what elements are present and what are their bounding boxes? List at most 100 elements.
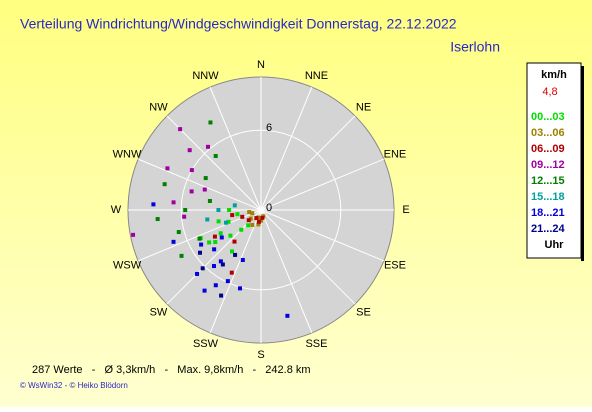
wind-point — [246, 223, 251, 228]
wind-point — [226, 219, 231, 224]
wind-point — [207, 240, 212, 245]
spoke — [260, 158, 385, 211]
direction-label: WNW — [113, 148, 142, 160]
spoke — [166, 115, 262, 211]
chart-title: Verteilung Windrichtung/Windgeschwindigk… — [20, 16, 457, 32]
wind-point — [205, 144, 210, 149]
legend-box — [526, 62, 582, 259]
wind-point — [189, 168, 194, 173]
wind-point — [219, 235, 224, 240]
direction-label: SE — [356, 306, 371, 318]
wind-point — [246, 218, 251, 223]
wind-point — [233, 252, 238, 257]
wind-point — [176, 230, 181, 235]
wind-point — [256, 222, 261, 227]
wind-point — [225, 279, 230, 284]
legend-title: km/h — [541, 69, 567, 81]
wind-point — [187, 148, 192, 153]
current-value: 4,8 — [542, 86, 557, 98]
wind-point — [211, 264, 216, 269]
wind-point — [199, 242, 204, 247]
wind-point — [250, 211, 255, 216]
location: Iserlohn — [450, 39, 500, 55]
wind-point — [151, 202, 156, 207]
spoke — [260, 115, 356, 211]
copyright: © WsWin32 - © Heiko Blödorn — [20, 381, 128, 390]
wind-point — [256, 219, 261, 224]
wind-point — [218, 259, 223, 264]
wind-point — [227, 208, 232, 212]
wind-point — [197, 250, 202, 255]
wind-point — [212, 247, 217, 252]
r-tick-label: 0 — [266, 202, 272, 214]
spoke — [260, 209, 356, 305]
direction-label: NE — [356, 101, 371, 113]
wind-point — [131, 232, 136, 237]
wind-point — [238, 286, 243, 291]
direction-label: E — [402, 204, 409, 216]
direction-label: N — [257, 59, 265, 71]
wind-point — [179, 253, 184, 258]
legend-entry: 00...03 — [531, 111, 565, 123]
wind-point — [213, 154, 218, 159]
wind-point — [203, 176, 208, 181]
spoke — [209, 86, 262, 211]
direction-label: SSW — [193, 338, 219, 350]
direction-label: SSE — [305, 338, 327, 350]
wind-point — [250, 222, 255, 227]
direction-label: NNW — [192, 70, 219, 82]
wind-point — [182, 214, 187, 219]
wind-point — [232, 239, 237, 244]
legend-entry: 12...15 — [531, 175, 565, 187]
wind-point — [171, 239, 176, 244]
wind-point — [165, 166, 170, 171]
wind-point — [208, 120, 213, 125]
wind-point — [230, 213, 235, 218]
r-tick-label: 6 — [266, 122, 272, 134]
wind-point — [229, 270, 234, 275]
wind-point — [216, 219, 221, 224]
wind-point — [220, 262, 225, 267]
wind-point — [235, 212, 240, 217]
legend-entry: 21...24 — [531, 223, 566, 235]
spoke — [137, 158, 262, 211]
wind-point — [212, 234, 217, 239]
wind-point — [195, 271, 200, 276]
wind-point — [216, 208, 221, 212]
legend-entry: 03...06 — [531, 127, 565, 139]
legend-entry: 15...18 — [531, 191, 565, 203]
wind-point — [155, 217, 160, 222]
wind-point — [189, 189, 194, 194]
spoke — [166, 209, 262, 305]
footer: 287 Werte - Ø 3,3km/h - Max. 9,8km/h - 2… — [32, 364, 311, 376]
grid-ring — [180, 129, 342, 291]
wind-point — [213, 240, 218, 245]
wind-point — [248, 216, 253, 221]
wind-point — [178, 127, 183, 132]
wind-point — [224, 220, 229, 225]
wind-point — [202, 187, 207, 192]
legend-entry: 06...09 — [531, 143, 565, 155]
wind-point — [213, 283, 218, 288]
wind-point — [183, 208, 188, 212]
wind-point — [230, 249, 235, 254]
wind-point — [202, 288, 207, 293]
direction-label: ENE — [384, 148, 407, 160]
wind-point — [205, 217, 210, 222]
wind-point — [259, 218, 263, 223]
legend-entry: 18...21 — [531, 207, 565, 219]
direction-label: NW — [149, 101, 168, 113]
wind-point — [200, 266, 205, 271]
spoke — [260, 209, 313, 334]
wind-point — [260, 215, 265, 220]
wind-point — [240, 214, 245, 219]
direction-label: SW — [150, 306, 168, 318]
legend-entry: 09...12 — [531, 159, 565, 171]
wind-point — [197, 236, 202, 241]
direction-label: WSW — [113, 259, 142, 271]
wind-point — [240, 257, 245, 262]
direction-label: S — [257, 349, 264, 361]
spoke — [260, 86, 313, 211]
legend-shadow — [581, 66, 584, 261]
